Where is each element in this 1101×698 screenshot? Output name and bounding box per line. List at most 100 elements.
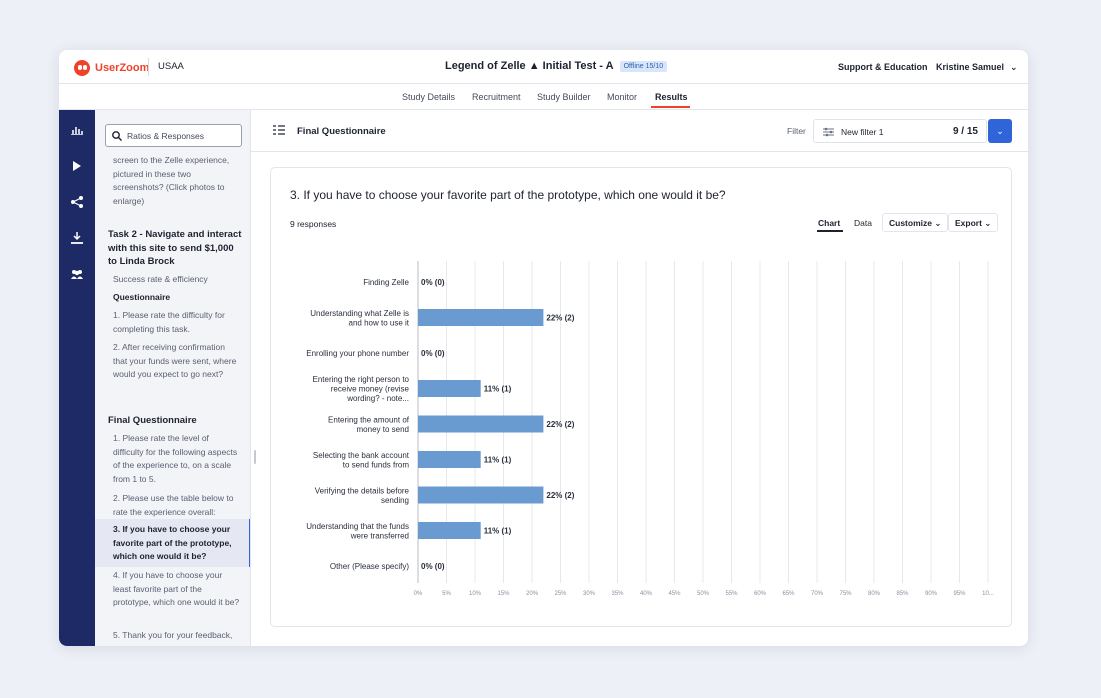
x-tick-label: 15% [497, 591, 510, 597]
chart-view-toggle[interactable]: Chart [818, 218, 841, 228]
tab-results[interactable]: Results [655, 92, 688, 102]
customize-button[interactable]: Customize ⌄ [882, 213, 949, 232]
data-view-toggle[interactable]: Data [854, 218, 872, 228]
sidebar-final-questionnaire-heading[interactable]: Final Questionnaire [108, 415, 197, 426]
x-tick-label: 50% [697, 591, 710, 597]
sidebar-item-final-q5[interactable]: 5. Thank you for your feedback, [113, 630, 233, 640]
value-label: 22% (2) [546, 420, 574, 429]
tab-monitor[interactable]: Monitor [607, 92, 638, 102]
value-label: 0% (0) [421, 562, 445, 571]
category-label: Finding Zelle [363, 278, 409, 287]
tab-study-builder[interactable]: Study Builder [537, 92, 591, 102]
export-button[interactable]: Export ⌄ [948, 213, 999, 232]
chevron-down-icon: ⌄ [934, 218, 942, 228]
sidebar-item-task1-q[interactable]: screen to the Zelle experience, pictured… [113, 155, 230, 206]
search-icon [112, 130, 122, 141]
x-tick-label: 35% [611, 591, 624, 597]
play-icon[interactable] [69, 158, 85, 174]
bar [418, 309, 544, 326]
org-name: USAA [158, 61, 184, 72]
sidebar-task2-heading[interactable]: Task 2 - Navigate and interact with this… [108, 229, 242, 267]
app-window: UserZoom USAA Legend of Zelle ▲ Initial … [59, 50, 1028, 646]
category-label: money to send [357, 425, 409, 434]
category-label: Entering the right person to [312, 375, 409, 384]
question-sidebar: screen to the Zelle experience, pictured… [95, 110, 251, 646]
userzoom-logo[interactable]: UserZoom [74, 60, 149, 76]
x-tick-label: 0% [414, 591, 423, 597]
category-label: and how to use it [349, 318, 410, 327]
x-tick-label: 80% [868, 591, 881, 597]
x-tick-label: 65% [782, 591, 795, 597]
user-menu[interactable]: Kristine Samuel ⌄ [936, 62, 1018, 73]
x-tick-label: 60% [754, 591, 767, 597]
logo-text: UserZoom [95, 62, 150, 74]
user-name: Kristine Samuel [936, 62, 1005, 72]
question-title: 3. If you have to choose your favorite p… [290, 188, 726, 202]
category-label: sending [381, 496, 409, 505]
org-divider [148, 58, 149, 76]
active-tab-indicator [651, 106, 690, 108]
x-tick-label: 75% [839, 591, 852, 597]
participants-icon[interactable] [69, 266, 85, 282]
tab-recruitment[interactable]: Recruitment [472, 92, 521, 102]
results-chart-icon[interactable] [69, 122, 85, 138]
sidebar-item-questionnaire[interactable]: Questionnaire [113, 292, 171, 302]
category-label: to send funds from [343, 460, 410, 469]
tab-study-details[interactable]: Study Details [402, 92, 456, 102]
questionnaire-icon [273, 125, 285, 135]
value-label: 22% (2) [546, 491, 574, 500]
share-icon[interactable] [69, 194, 85, 210]
question-result-card: 3. If you have to choose your favorite p… [270, 167, 1012, 627]
filter-dropdown-button[interactable]: ⌄ [988, 119, 1012, 143]
x-tick-label: 40% [640, 591, 653, 597]
category-label: Other (Please specify) [330, 562, 409, 571]
download-icon[interactable] [69, 230, 85, 246]
x-tick-label: 85% [896, 591, 909, 597]
x-tick-label: 10... [982, 591, 994, 597]
sidebar-item-task2-q1[interactable]: 1. Please rate the difficulty for comple… [113, 310, 225, 334]
value-label: 11% (1) [484, 527, 512, 536]
category-label: Understanding that the funds [306, 522, 409, 531]
x-tick-label: 95% [953, 591, 966, 597]
x-tick-label: 25% [554, 591, 567, 597]
sidebar-item-task2-q2[interactable]: 2. After receiving confirmation that you… [113, 342, 237, 379]
filter-label: Filter [787, 126, 806, 136]
search-input[interactable] [127, 130, 237, 141]
sidebar-search[interactable] [105, 124, 242, 147]
category-label: Understanding what Zelle is [310, 309, 409, 318]
x-tick-label: 90% [925, 591, 938, 597]
x-tick-label: 55% [725, 591, 738, 597]
x-tick-label: 70% [811, 591, 824, 597]
filter-select[interactable]: New filter 1 9 / 15 [813, 119, 987, 143]
support-education-link[interactable]: Support & Education [838, 62, 928, 72]
filter-name: New filter 1 [841, 127, 884, 137]
study-tabs: Study Details Recruitment Study Builder … [59, 84, 1028, 110]
customize-label: Customize [889, 218, 932, 228]
export-label: Export [955, 218, 982, 228]
sidebar-item-final-q1[interactable]: 1. Please rate the level of difficulty f… [113, 433, 238, 484]
value-label: 11% (1) [484, 385, 512, 394]
category-label: receive money (revise [331, 385, 410, 394]
x-tick-label: 5% [442, 591, 451, 597]
left-nav [59, 110, 95, 646]
sidebar-resize-handle[interactable] [254, 450, 256, 464]
category-label: Entering the amount of [328, 415, 410, 424]
chevron-down-icon: ⌄ [996, 125, 1004, 136]
category-label: were transferred [350, 531, 409, 540]
bar [418, 486, 544, 504]
bar [418, 415, 544, 433]
bar [418, 522, 481, 539]
study-title: Legend of Zelle ▲ Initial Test - A Offli… [445, 60, 668, 72]
bar [418, 451, 481, 468]
chevron-down-icon: ⌄ [1010, 62, 1018, 72]
sidebar-item-success-rate[interactable]: Success rate & efficiency [113, 274, 208, 284]
sidebar-item-final-q4[interactable]: 4. If you have to choose your least favo… [113, 570, 240, 607]
value-label: 11% (1) [484, 456, 512, 465]
sidebar-item-final-q3[interactable]: 3. If you have to choose your favorite p… [113, 524, 232, 561]
status-badge: Offline 15/10 [619, 60, 668, 72]
x-tick-label: 30% [583, 591, 596, 597]
bar [418, 380, 481, 397]
top-bar: UserZoom USAA Legend of Zelle ▲ Initial … [59, 50, 1028, 84]
sidebar-item-final-q2[interactable]: 2. Please use the table below to rate th… [113, 493, 234, 517]
value-label: 0% (0) [421, 349, 445, 358]
